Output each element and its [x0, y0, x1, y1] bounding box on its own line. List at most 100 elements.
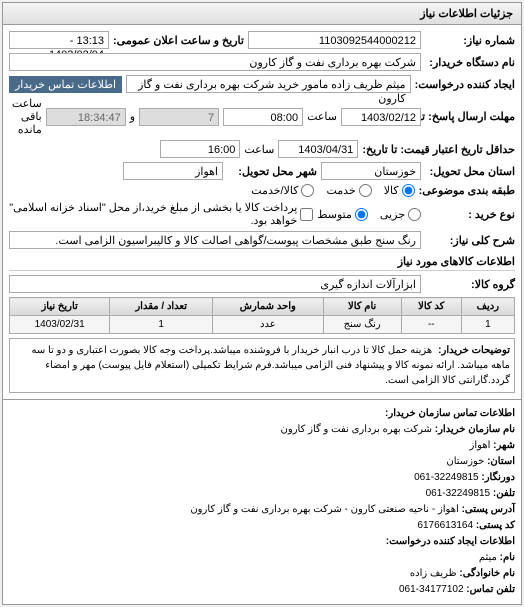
device-name-value: شرکت بهره برداری نفت و گاز کارون	[9, 53, 421, 71]
cls-goods-service-label: کالا/خدمت	[251, 184, 298, 197]
general-desc-value: رنگ سنج طبق مشخصات پیوست/گواهی اصالت کال…	[9, 231, 421, 249]
cls-service-radio[interactable]	[359, 184, 372, 197]
pt-small-item[interactable]: جزیی	[380, 208, 421, 221]
credit-time-value: 16:00	[160, 140, 240, 158]
purchase-type-radios: جزیی متوسط	[317, 208, 421, 221]
row-credit-deadline: حداقل تاریخ اعتبار قیمت: تا تاریخ: 1403/…	[9, 140, 515, 158]
purchase-note-checkbox[interactable]	[300, 208, 313, 221]
response-time-label: ساعت	[307, 110, 337, 123]
general-desc-label: شرح کلی نیاز:	[425, 234, 515, 247]
col-unit: واحد شمارش	[213, 298, 323, 316]
cell-name: رنگ سنج	[323, 316, 401, 334]
lastname-value: ظریف زاده	[410, 568, 457, 579]
postal-value: 6176613164	[417, 520, 473, 531]
buyer-contact-button[interactable]: اطلاعات تماس خریدار	[9, 76, 122, 93]
device-name-label: نام دستگاه خریدار:	[425, 56, 515, 69]
buyer-desc-block: توضیحات خریدار: هزینه حمل کالا تا درب ان…	[9, 338, 515, 393]
cell-date: 1403/02/31	[10, 316, 110, 334]
contact-province-value: خوزستان	[446, 456, 484, 467]
col-date: تاریخ نیاز	[10, 298, 110, 316]
classification-label: طبقه بندی موضوعی:	[419, 184, 515, 197]
cell-row: 1	[461, 316, 514, 334]
goods-group-value: ابزارآلات اندازه گیری	[9, 275, 421, 293]
remaining-caption: ساعت باقی مانده	[9, 97, 42, 136]
col-name: نام کالا	[323, 298, 401, 316]
response-time-value: 08:00	[223, 108, 303, 126]
cls-goods-radio[interactable]	[402, 184, 415, 197]
cell-unit: عدد	[213, 316, 323, 334]
address-value: اهواز - ناحیه صنعتی کارون - شرکت بهره بر…	[190, 504, 458, 515]
creator-label: ایجاد کننده درخواست:	[415, 78, 515, 91]
goods-group-label: گروه کالا:	[425, 278, 515, 291]
buyer-desc-label: توضیحات خریدار:	[438, 343, 510, 358]
row-creator: ایجاد کننده درخواست: میثم ظریف زاده مامو…	[9, 75, 515, 93]
delivery-city-label: شهر محل تحویل:	[227, 165, 317, 178]
public-datetime-label: تاریخ و ساعت اعلان عمومی:	[113, 34, 244, 47]
public-datetime-value: 13:13 - 1403/02/04	[9, 31, 109, 49]
pt-medium-label: متوسط	[317, 208, 352, 221]
row-general-desc: شرح کلی نیاز: رنگ سنج طبق مشخصات پیوست/گ…	[9, 231, 515, 249]
delivery-state-value: خوزستان	[321, 162, 421, 180]
fax-label: دورنگار:	[481, 472, 515, 483]
goods-table-header-row: ردیف کد کالا نام کالا واحد شمارش تعداد /…	[10, 298, 515, 316]
fax-value: 32249815-061	[414, 472, 479, 483]
cls-service-item[interactable]: خدمت	[326, 184, 371, 197]
pt-small-radio[interactable]	[408, 208, 421, 221]
phone-value: 32249815-061	[426, 488, 491, 499]
row-delivery-location: استان محل تحویل: خوزستان شهر محل تحویل: …	[9, 162, 515, 180]
purchase-note-label: پرداخت کالا یا بخشی از مبلغ خرید،از محل …	[9, 201, 297, 227]
name-value: میثم	[479, 552, 497, 563]
address-label: آدرس پستی:	[462, 504, 515, 515]
delivery-state-label: استان محل تحویل:	[425, 165, 515, 178]
cls-goods-label: کالا	[384, 184, 399, 197]
credit-time-label: ساعت	[244, 143, 274, 156]
phone-label: تلفن:	[493, 488, 515, 499]
remaining-sep: و	[130, 110, 135, 123]
details-panel: جزئیات اطلاعات نیاز شماره نیاز: 11030925…	[2, 2, 522, 605]
pt-small-label: جزیی	[380, 208, 405, 221]
goods-section-title: اطلاعات کالاهای مورد نیاز	[9, 255, 515, 271]
remaining-time-value: 18:34:47	[46, 108, 126, 126]
lastname-label: نام خانوادگی:	[459, 568, 515, 579]
col-row: ردیف	[461, 298, 514, 316]
cls-service-label: خدمت	[326, 184, 355, 197]
org-value: شرکت بهره برداری نفت و گاز کارون	[281, 424, 432, 435]
col-qty: تعداد / مقدار	[110, 298, 213, 316]
request-no-value: 1103092544000212	[248, 31, 421, 49]
request-no-label: شماره نیاز:	[425, 34, 515, 47]
response-deadline-label: مهلت ارسال پاسخ: تا تاریخ:	[425, 110, 515, 123]
col-code: کد کالا	[401, 298, 461, 316]
org-label: نام سازمان خریدار:	[435, 424, 515, 435]
creator-title: اطلاعات ایجاد کننده درخواست:	[386, 536, 515, 547]
goods-table: ردیف کد کالا نام کالا واحد شمارش تعداد /…	[9, 297, 515, 334]
purchase-note-item[interactable]: پرداخت کالا یا بخشی از مبلغ خرید،از محل …	[9, 201, 313, 227]
pt-medium-item[interactable]: متوسط	[317, 208, 368, 221]
cell-qty: 1	[110, 316, 213, 334]
response-date-value: 1403/02/12	[341, 108, 421, 126]
panel-body: شماره نیاز: 1103092544000212 تاریخ و ساع…	[3, 25, 521, 399]
contact-city-value: اهواز	[470, 440, 491, 451]
cls-goods-service-radio[interactable]	[301, 184, 314, 197]
name-label: نام:	[500, 552, 515, 563]
contact-province-label: استان:	[487, 456, 515, 467]
row-device-name: نام دستگاه خریدار: شرکت بهره برداری نفت …	[9, 53, 515, 71]
table-row: 1 -- رنگ سنج عدد 1 1403/02/31	[10, 316, 515, 334]
contact-city-label: شهر:	[493, 440, 515, 451]
purchase-type-label: نوع خرید :	[425, 208, 515, 221]
remaining-days-value: 7	[139, 108, 219, 126]
contact-title: اطلاعات تماس سازمان خریدار:	[385, 408, 515, 419]
row-request-no: شماره نیاز: 1103092544000212 تاریخ و ساع…	[9, 31, 515, 49]
tel-value: 34177102-061	[399, 584, 464, 595]
cls-goods-item[interactable]: کالا	[384, 184, 415, 197]
contact-info-block: اطلاعات تماس سازمان خریدار: نام سازمان خ…	[3, 399, 521, 604]
pt-medium-radio[interactable]	[355, 208, 368, 221]
row-purchase-type: نوع خرید : جزیی متوسط پرداخت کالا یا بخش…	[9, 201, 515, 227]
row-goods-group: گروه کالا: ابزارآلات اندازه گیری	[9, 275, 515, 293]
postal-label: کد پستی:	[476, 520, 515, 531]
tel-label: تلفن تماس:	[466, 584, 515, 595]
cell-code: --	[401, 316, 461, 334]
cls-goods-service-item[interactable]: کالا/خدمت	[251, 184, 314, 197]
credit-deadline-label: حداقل تاریخ اعتبار قیمت: تا تاریخ:	[362, 143, 515, 156]
creator-value: میثم ظریف زاده مامور خرید شرکت بهره بردا…	[126, 75, 411, 93]
row-classification: طبقه بندی موضوعی: کالا خدمت کالا/خدمت	[9, 184, 515, 197]
